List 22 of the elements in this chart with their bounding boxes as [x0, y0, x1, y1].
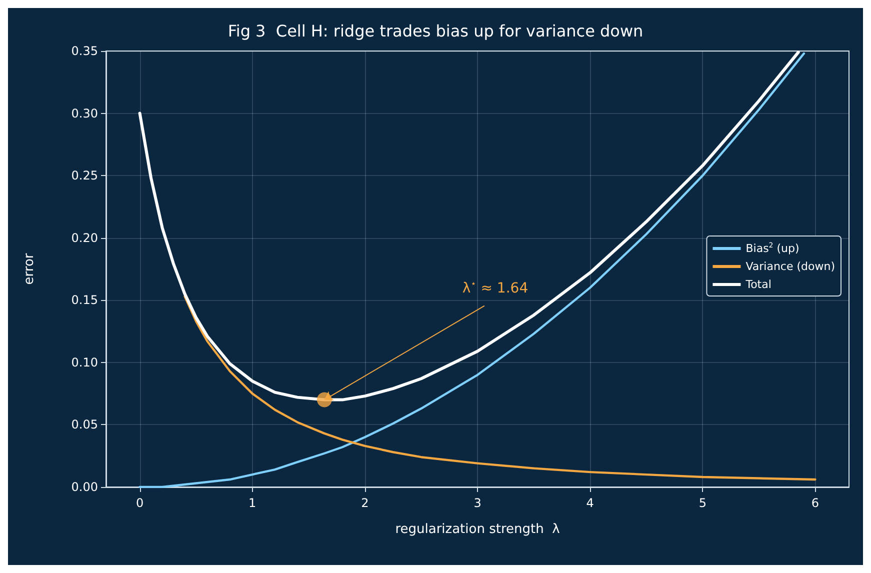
- legend-label: Variance (down): [746, 260, 836, 273]
- x-tick-label: 2: [361, 496, 369, 510]
- y-tick-label: 0.25: [71, 168, 98, 183]
- x-tick-label: 0: [136, 496, 144, 510]
- line-series: [184, 295, 816, 481]
- x-axis-title: regularization strength λ: [395, 522, 560, 537]
- x-tick-label: 1: [248, 496, 256, 510]
- y-tick-label: 0.30: [71, 106, 98, 120]
- legend-label: Total: [744, 278, 772, 291]
- y-tick-label: 0.35: [71, 44, 98, 58]
- annotation: λ⋆ ≈ 1.64: [462, 279, 528, 296]
- y-tick-label: 0.00: [71, 480, 98, 494]
- y-tick-label: 0.20: [71, 230, 98, 245]
- chart-title: Fig 3 Cell H: ridge trades bias up for variance down: [228, 22, 644, 40]
- y-axis-title: error: [22, 252, 37, 285]
- y-tick-label: 0.15: [71, 293, 98, 308]
- x-tick-label: 5: [698, 496, 706, 510]
- x-tick-label: 6: [811, 496, 820, 510]
- y-tick-label: 0.10: [71, 355, 98, 370]
- x-tick-label: 4: [586, 496, 594, 510]
- y-tick-label: 0.05: [71, 418, 98, 432]
- x-tick-label: 3: [474, 496, 482, 510]
